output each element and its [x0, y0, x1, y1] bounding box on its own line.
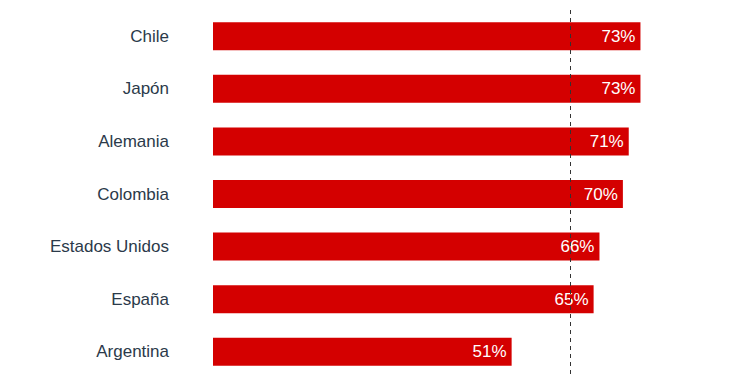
svg-text:65%: 65%	[555, 290, 589, 309]
svg-text:71%: 71%	[590, 132, 624, 151]
svg-text:Chile: Chile	[130, 27, 169, 46]
svg-text:73%: 73%	[601, 27, 635, 46]
svg-text:Japón: Japón	[123, 79, 169, 98]
svg-text:51%: 51%	[473, 342, 507, 361]
svg-text:Colombia: Colombia	[97, 185, 169, 204]
svg-text:73%: 73%	[601, 79, 635, 98]
svg-text:Alemania: Alemania	[98, 132, 169, 151]
svg-text:España: España	[111, 290, 169, 309]
svg-text:70%: 70%	[584, 185, 618, 204]
svg-text:66%: 66%	[560, 237, 594, 256]
svg-text:Estados Unidos: Estados Unidos	[50, 237, 169, 256]
svg-text:Argentina: Argentina	[96, 342, 169, 361]
